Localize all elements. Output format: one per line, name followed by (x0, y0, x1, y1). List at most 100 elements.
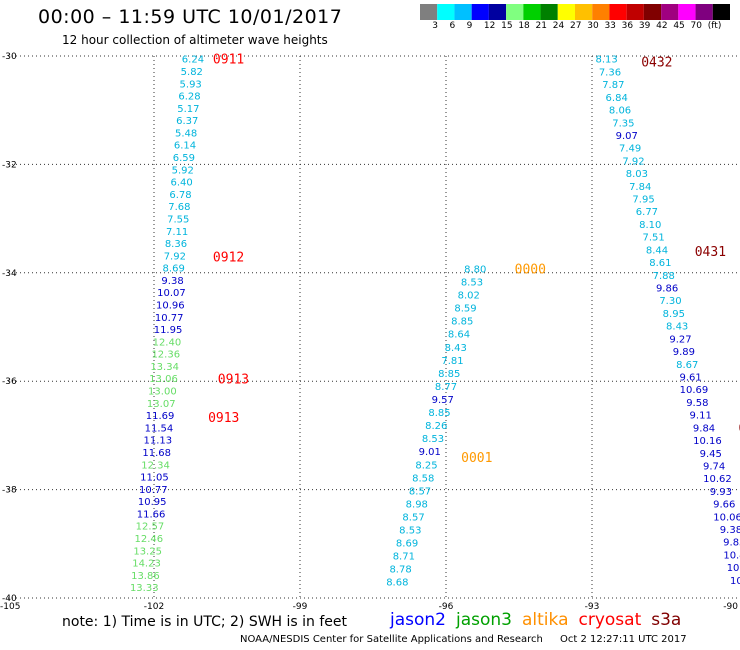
wave-height-point: 8.53 (461, 278, 483, 289)
color-scale-label: 30 (587, 21, 599, 31)
wave-height-point: 6.37 (176, 116, 198, 127)
color-swatch (506, 4, 524, 20)
chart-title: 00:00 – 11:59 UTC 10/01/2017 (38, 6, 343, 28)
wave-height-point: 9.38 (720, 525, 740, 536)
wave-height-point: 6.14 (174, 141, 196, 152)
wave-height-point: 8.36 (165, 239, 187, 250)
color-swatch (540, 4, 558, 20)
color-swatch (523, 4, 541, 20)
wave-height-point: 8.57 (402, 512, 424, 523)
pass-time-label: 0913 (218, 372, 249, 387)
color-swatch (712, 4, 730, 20)
color-scale-label: 9 (466, 21, 473, 31)
wave-height-point: 9.84 (693, 423, 715, 434)
color-swatch (695, 4, 713, 20)
y-tick-label: -38 (2, 486, 17, 496)
x-tick-label: -102 (144, 602, 164, 612)
wave-height-point: 10.06 (713, 512, 740, 523)
wave-height-point: 9.07 (616, 131, 638, 142)
wave-height-point: 8.26 (425, 421, 447, 432)
wave-height-point: 13.25 (133, 546, 162, 557)
wave-height-point: 5.92 (172, 165, 194, 176)
wave-height-point: 7.35 (612, 118, 634, 129)
wave-height-point: 8.03 (626, 169, 648, 180)
x-tick-label: -96 (439, 602, 454, 612)
wave-height-point: 9.89 (673, 347, 695, 358)
pass-time-label: 0432 (641, 55, 672, 70)
color-swatch (488, 4, 507, 20)
wave-height-point: 8.98 (406, 499, 428, 510)
wave-height-point: 5.82 (181, 67, 203, 78)
x-tick-label: -93 (585, 602, 600, 612)
wave-height-point: 9.11 (690, 411, 712, 422)
color-scale-label: 6 (449, 21, 456, 31)
legend-entry-cryosat: cryosat (578, 610, 642, 630)
wave-height-point: 10.77 (139, 485, 168, 496)
wave-height-point: 7.92 (164, 251, 186, 262)
legend-entry-s3a: s3a (651, 610, 682, 630)
wave-height-point: 6.28 (178, 92, 200, 103)
color-scale-label: 24 (552, 21, 565, 31)
wave-height-point: 10.62 (703, 474, 732, 485)
wave-height-point: 8.61 (649, 258, 671, 269)
wave-height-point: 8.80 (464, 264, 486, 275)
wave-height-point: 11.54 (145, 423, 174, 434)
wave-height-point: 9.85 (723, 538, 740, 549)
color-swatch (626, 4, 644, 20)
color-scale-label: 15 (501, 21, 513, 31)
wave-height-point: 8.69 (396, 539, 418, 550)
y-tick-label: -34 (2, 269, 17, 279)
wave-height-point: 9.27 (669, 334, 691, 345)
color-scale-label: 36 (621, 21, 634, 31)
legend-entry-jason2: jason2 (390, 610, 446, 630)
wave-height-point: 13.00 (148, 387, 177, 398)
color-scale-label: 27 (570, 21, 582, 31)
wave-height-point: 8.53 (422, 434, 444, 445)
wave-height-point: 11.13 (144, 436, 173, 447)
wave-height-point: 8.44 (646, 245, 668, 256)
wave-height-point: 11.69 (146, 411, 175, 422)
credit-line: NOAA/NESDIS Center for Satellite Applica… (240, 634, 701, 645)
color-swatch (678, 4, 696, 20)
color-scale-label: 42 (656, 21, 668, 31)
wave-height-point: 7.36 (599, 67, 621, 78)
wave-height-point: 8.71 (393, 552, 415, 563)
wave-height-point: 8.57 (409, 486, 431, 497)
wave-height-point: 10.83 (730, 576, 740, 587)
wave-height-point: 8.02 (458, 291, 480, 302)
color-scale-label: 45 (673, 21, 685, 31)
pass-time-label: 0431 (695, 245, 726, 260)
wave-height-point: 8.43 (445, 343, 467, 354)
wave-height-point: 8.69 (163, 264, 185, 275)
wave-height-point: 7.87 (602, 80, 624, 91)
units-note: note: 1) Time is in UTC; 2) SWH is in fe… (62, 614, 348, 630)
wave-height-point: 8.58 (412, 473, 434, 484)
color-swatch (420, 4, 438, 20)
color-scale-label: 33 (604, 21, 616, 31)
wave-height-point: 9.45 (700, 449, 722, 460)
wave-height-point: 11.66 (137, 509, 166, 520)
color-scale-label: 70 (690, 21, 702, 31)
pass-time-label: 0000 (515, 262, 546, 277)
wave-height-point: 10.77 (155, 313, 184, 324)
wave-height-point: 13.33 (130, 583, 159, 594)
satellite-legend: jason2 jason3 altika cryosat s3a (390, 610, 691, 630)
wave-height-point: 8.53 (399, 526, 421, 537)
wave-height-point: 8.13 (595, 55, 617, 66)
credit-org: NOAA/NESDIS Center for Satellite Applica… (240, 634, 543, 645)
color-swatch (661, 4, 679, 20)
wave-height-point: 7.95 (632, 195, 654, 206)
wave-height-point: 13.07 (147, 399, 176, 410)
wave-height-point: 9.58 (686, 398, 708, 409)
wave-height-point: 8.77 (435, 382, 457, 393)
color-swatch (557, 4, 575, 20)
wave-height-point: 9.01 (419, 447, 441, 458)
wave-height-point: 13.06 (149, 374, 178, 385)
wave-height-point: 11.68 (142, 448, 171, 459)
pass-time-label: 0912 (213, 251, 244, 266)
wave-height-point: 10.16 (693, 436, 722, 447)
wave-height-point: 7.81 (441, 356, 463, 367)
color-swatch (437, 4, 455, 20)
wave-height-point: 8.78 (389, 565, 411, 576)
plot-area: -30 -32 -34 -36 -38 -40-105 -102 -99 -96 -93 -90 6.… (0, 52, 740, 612)
